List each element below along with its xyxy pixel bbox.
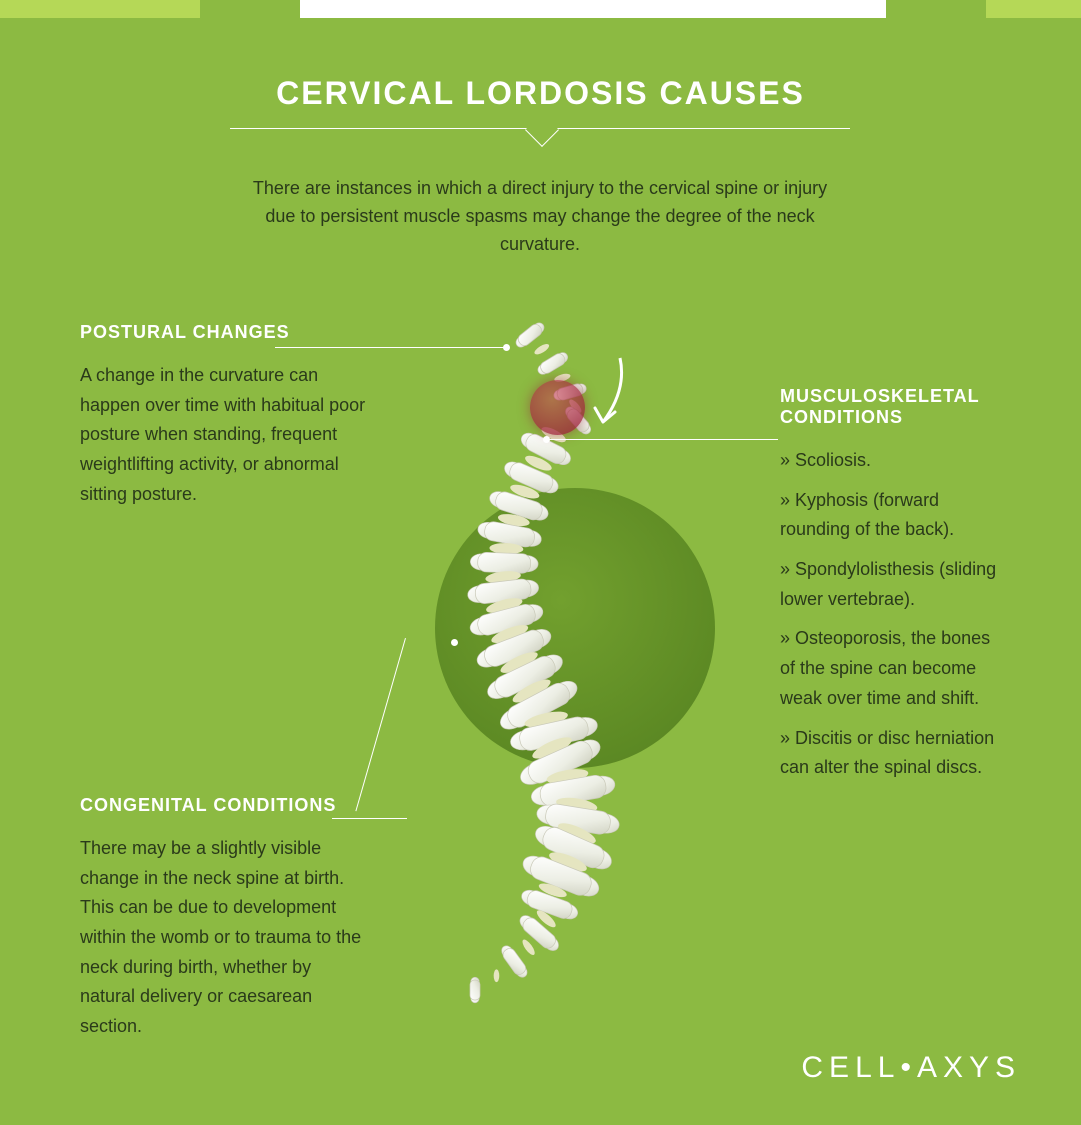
connector-dot bbox=[451, 639, 458, 646]
section-congenital: CONGENITAL CONDITIONS There may be a sli… bbox=[80, 795, 370, 1042]
intro-text: There are instances in which a direct in… bbox=[240, 175, 840, 259]
spine-illustration bbox=[400, 320, 720, 1020]
logo-dot: • bbox=[900, 1051, 917, 1084]
connector-line bbox=[275, 347, 505, 348]
list-item: Scoliosis. bbox=[780, 446, 1010, 476]
connector-line bbox=[332, 818, 407, 819]
list-item: Spondylolisthesis (sliding lower vertebr… bbox=[780, 555, 1010, 614]
list-item: Discitis or disc herniation can alter th… bbox=[780, 724, 1010, 783]
congenital-body: There may be a slightly visible change i… bbox=[80, 834, 370, 1042]
direction-arrow-icon bbox=[575, 350, 630, 440]
connector-dot bbox=[543, 436, 550, 443]
postural-heading: POSTURAL CHANGES bbox=[80, 322, 370, 343]
accent-center bbox=[300, 0, 886, 18]
title-chevron bbox=[525, 113, 559, 147]
section-postural: POSTURAL CHANGES A change in the curvatu… bbox=[80, 322, 370, 509]
congenital-heading: CONGENITAL CONDITIONS bbox=[80, 795, 370, 816]
logo-part1: CELL bbox=[801, 1051, 900, 1084]
list-item: Osteoporosis, the bones of the spine can… bbox=[780, 624, 1010, 713]
musculo-heading: MUSCULOSKELETAL CONDITIONS bbox=[780, 386, 1010, 428]
accent-left bbox=[0, 0, 200, 18]
brand-logo: CELL•AXYS bbox=[801, 1051, 1021, 1085]
connector-dot bbox=[503, 344, 510, 351]
accent-right bbox=[986, 0, 1081, 18]
page-title: CERVICAL LORDOSIS CAUSES bbox=[0, 75, 1081, 112]
connector-line bbox=[548, 439, 778, 440]
list-item: Kyphosis (forward rounding of the back). bbox=[780, 486, 1010, 545]
section-musculoskeletal: MUSCULOSKELETAL CONDITIONS Scoliosis. Ky… bbox=[780, 386, 1010, 793]
top-accent-bar bbox=[0, 0, 1081, 18]
logo-part2: AXYS bbox=[917, 1051, 1021, 1084]
postural-body: A change in the curvature can happen ove… bbox=[80, 361, 370, 509]
musculo-list: Scoliosis. Kyphosis (forward rounding of… bbox=[780, 446, 1010, 783]
connector-line-diag bbox=[355, 638, 406, 811]
